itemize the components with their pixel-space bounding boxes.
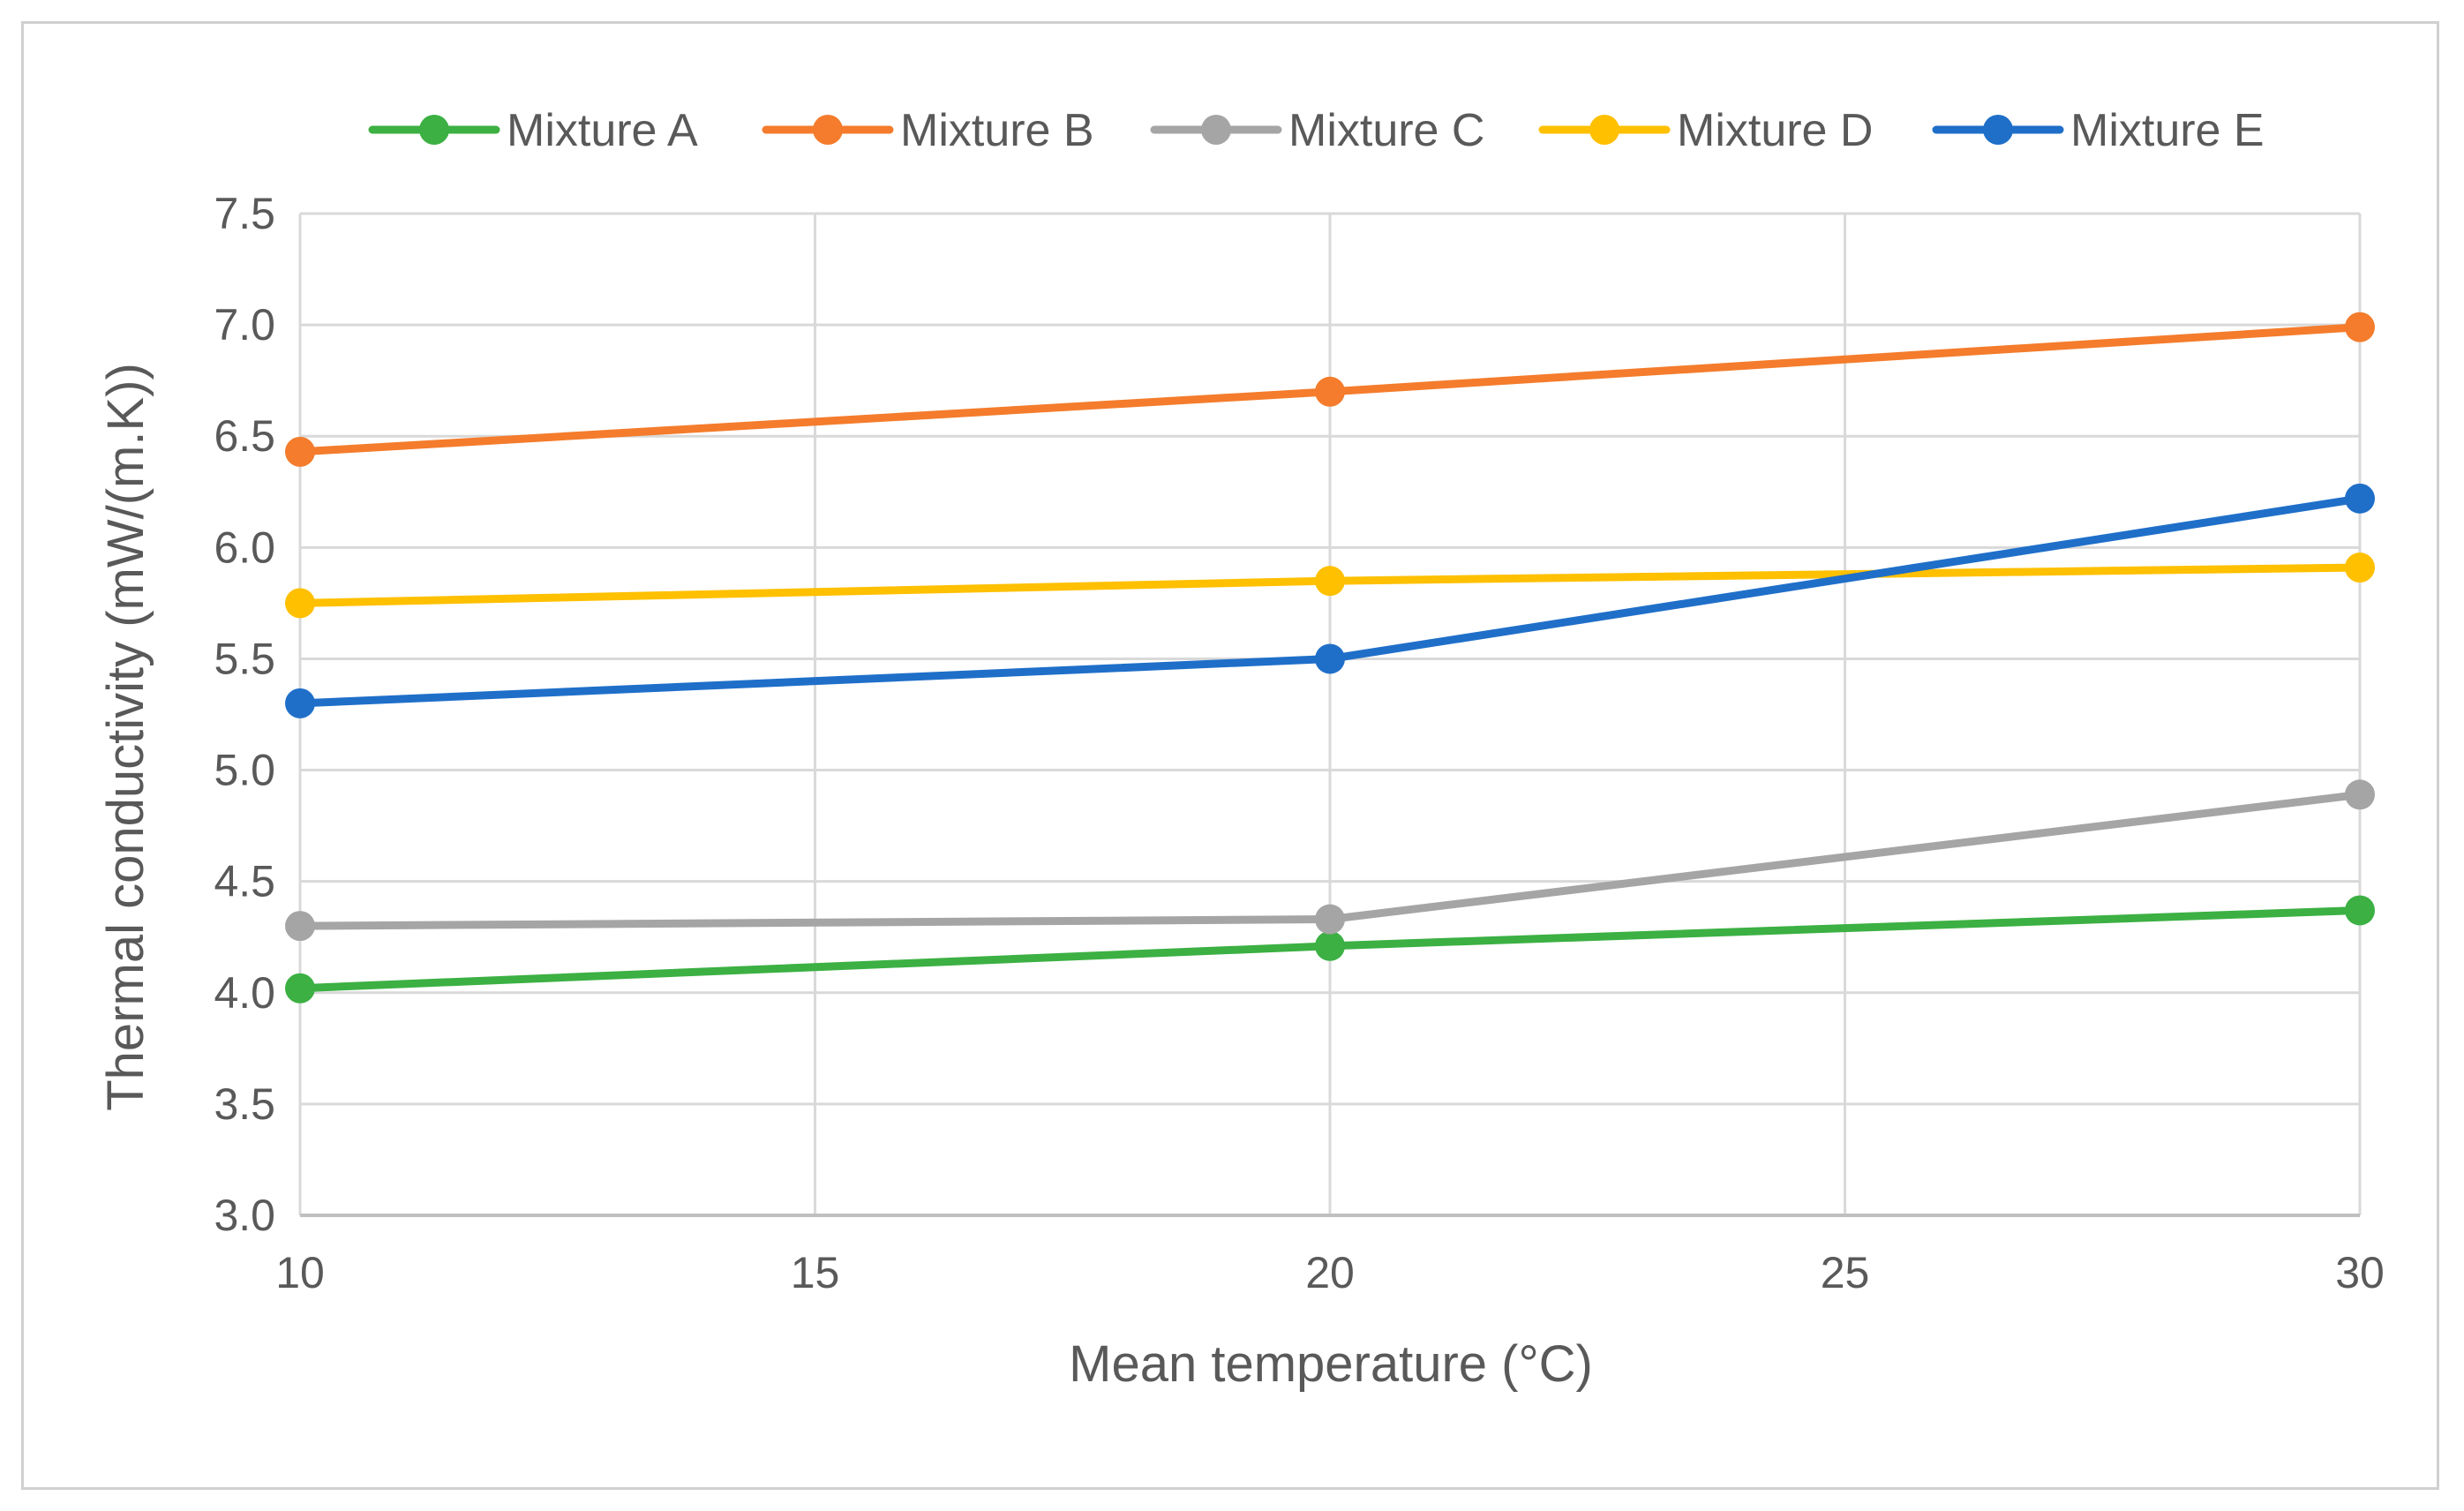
data-point-mixture-c: [1315, 904, 1345, 935]
data-point-mixture-b: [2345, 312, 2375, 342]
data-point-mixture-d: [285, 588, 315, 619]
legend-marker-mixture-a: [419, 115, 449, 145]
data-point-mixture-b: [285, 436, 315, 467]
legend-label-mixture-b: Mixture B: [900, 105, 1094, 156]
legend: Mixture A Mixture B Mixture C Mixture D Mixt…: [368, 105, 2265, 156]
y-tick-label: 5.5: [214, 634, 275, 683]
x-axis-title: Mean temperature (°C): [1069, 1335, 1593, 1393]
y-tick-label: 7.5: [214, 189, 275, 238]
series-layer: [285, 312, 2375, 1004]
x-tick-label: 10: [275, 1248, 325, 1297]
axis-layer: 3.0 3.5 4.0 4.5 5.0 5.5 6.0 6.5 7.0 7.5 10 15 20 25 30: [214, 189, 2384, 1297]
legend-marker-mixture-c: [1201, 115, 1231, 145]
y-tick-label: 6.0: [214, 522, 275, 572]
data-point-mixture-a: [1315, 930, 1345, 961]
data-point-mixture-a: [285, 973, 315, 1004]
y-tick-label: 3.0: [214, 1191, 275, 1240]
data-point-mixture-d: [2345, 553, 2375, 583]
grid-layer: [298, 212, 2362, 1215]
label-layer: Mean temperature (°C) Thermal conductivi…: [97, 363, 1593, 1393]
data-point-mixture-c: [285, 911, 315, 942]
x-tick-label: 15: [791, 1248, 840, 1297]
data-point-mixture-b: [1315, 376, 1345, 407]
data-point-mixture-d: [1315, 566, 1345, 597]
legend-marker-mixture-d: [1589, 115, 1619, 145]
legend-marker-mixture-b: [813, 115, 843, 145]
y-axis-title: Thermal conductivity (mW/(m.K)): [97, 363, 154, 1111]
legend-label-mixture-e: Mixture E: [2070, 105, 2265, 156]
y-tick-label: 7.0: [214, 300, 275, 350]
x-tick-label: 30: [2335, 1248, 2385, 1297]
y-tick-label: 6.5: [214, 411, 275, 461]
y-tick-label: 4.0: [214, 968, 275, 1018]
y-tick-label: 4.5: [214, 857, 275, 906]
legend-marker-mixture-e: [1983, 115, 2013, 145]
data-point-mixture-e: [2345, 483, 2375, 514]
legend-label-mixture-c: Mixture C: [1288, 105, 1484, 156]
x-tick-label: 25: [1821, 1248, 1870, 1297]
data-point-mixture-e: [1315, 643, 1345, 674]
y-tick-label: 3.5: [214, 1079, 275, 1129]
data-point-mixture-e: [285, 688, 315, 718]
chart-frame: [21, 21, 2439, 1490]
x-tick-label: 20: [1305, 1248, 1355, 1297]
legend-label-mixture-d: Mixture D: [1677, 105, 1873, 156]
data-point-mixture-c: [2345, 779, 2375, 810]
y-tick-label: 5.0: [214, 746, 275, 795]
legend-label-mixture-a: Mixture A: [507, 105, 698, 156]
data-point-mixture-a: [2345, 895, 2375, 926]
